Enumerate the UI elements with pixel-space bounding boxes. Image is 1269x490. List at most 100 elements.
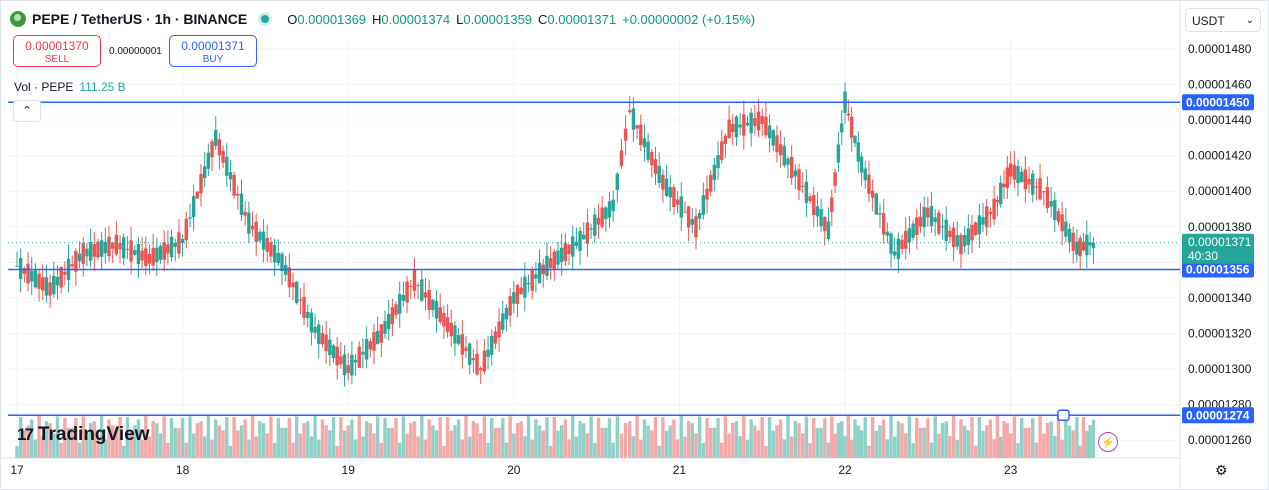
- volume-bar: [44, 421, 49, 458]
- volume-bar: [596, 418, 601, 458]
- candle-body: [911, 223, 915, 238]
- candle-body: [37, 273, 41, 289]
- candle-body: [874, 193, 879, 215]
- candle-body: [375, 330, 380, 344]
- candle-body: [515, 284, 520, 305]
- candle-body: [926, 207, 930, 218]
- volume-bar: [276, 418, 280, 458]
- volume-bar: [683, 436, 687, 458]
- volume-bar: [512, 433, 516, 458]
- candle-body: [933, 217, 937, 222]
- volume-bar: [615, 416, 620, 458]
- volume-bar: [749, 419, 753, 458]
- chevron-up-icon: ⌃: [22, 105, 32, 117]
- candle-body: [731, 123, 735, 133]
- volume-bar: [628, 421, 632, 458]
- volume-bar: [30, 419, 34, 458]
- volume-bar: [1012, 416, 1017, 458]
- candle-body: [970, 224, 974, 241]
- volume-bar: [353, 439, 358, 458]
- volume-bar: [313, 416, 317, 458]
- candle-body: [239, 193, 244, 215]
- volume-bar: [221, 430, 225, 458]
- candle-body: [1060, 214, 1064, 232]
- candle-body: [823, 216, 827, 232]
- volume-bar: [893, 436, 897, 458]
- candle-body: [232, 174, 236, 196]
- level-price-tag: [1182, 261, 1254, 278]
- gear-icon[interactable]: ⚙: [1215, 462, 1228, 478]
- candle-body: [214, 129, 218, 146]
- candle-body: [582, 234, 586, 240]
- volume-bar: [867, 445, 871, 458]
- volume-bar: [456, 419, 461, 458]
- candle-body: [118, 242, 122, 250]
- currency-select[interactable]: USDT ⌄: [1185, 8, 1261, 32]
- volume-bar: [642, 419, 647, 458]
- candle-body: [81, 243, 85, 264]
- volume-bar: [501, 418, 505, 458]
- volume-bar: [849, 439, 854, 458]
- volume-bar: [15, 446, 19, 458]
- volume-bar: [52, 433, 56, 458]
- candle-body: [959, 234, 963, 255]
- candle-body: [782, 145, 787, 166]
- volume-bar: [944, 421, 948, 458]
- volume-bar: [74, 418, 78, 458]
- candle-body: [948, 230, 952, 238]
- collapse-button[interactable]: ⌃: [13, 100, 41, 122]
- volume-bar: [611, 442, 615, 458]
- candle-body: [173, 242, 177, 247]
- candle-body: [675, 199, 680, 205]
- candle-body: [493, 331, 498, 344]
- candle-body: [464, 347, 468, 352]
- candle-body: [166, 244, 170, 254]
- volume-bar: [1005, 423, 1010, 458]
- candle-body: [324, 334, 328, 352]
- candle-body: [600, 207, 604, 227]
- candle-body: [1016, 166, 1020, 184]
- volume-bar: [631, 436, 636, 458]
- volume-bar: [970, 417, 974, 458]
- volume-bar: [18, 417, 23, 458]
- volume-bar: [840, 421, 844, 458]
- volume-bar: [988, 419, 993, 458]
- y-tick-label: 0.00001380: [1188, 220, 1252, 234]
- volume-bar: [199, 421, 203, 458]
- volume-bar: [22, 430, 27, 458]
- lightning-icon[interactable]: ⚡: [1098, 432, 1118, 452]
- volume-bar: [846, 416, 851, 458]
- volume-bar: [280, 427, 284, 458]
- candle-body: [155, 247, 159, 262]
- volume-bar: [379, 442, 384, 458]
- candle-body: [789, 156, 794, 179]
- candle-body: [361, 351, 365, 355]
- candle-body: [563, 243, 568, 261]
- volume-bar: [497, 427, 501, 458]
- volume-bar: [600, 427, 604, 458]
- volume-bar: [664, 430, 669, 458]
- candle-body: [764, 116, 768, 136]
- volume-bar: [653, 417, 658, 458]
- candle-body: [59, 266, 63, 288]
- candle-body: [826, 221, 831, 240]
- volume-bar: [804, 416, 809, 458]
- candle-body: [1053, 200, 1057, 221]
- volume-bar: [556, 430, 560, 458]
- buy-button[interactable]: 0.00001371 BUY: [169, 35, 257, 67]
- volume-bar: [41, 436, 45, 458]
- volume-bar: [690, 423, 695, 458]
- candle-body: [1031, 173, 1035, 195]
- volume-bar: [272, 442, 277, 458]
- symbol-title[interactable]: PEPE / TetherUS · 1h · BINANCE: [32, 11, 248, 27]
- volume-bar: [99, 416, 104, 458]
- volume-bar: [985, 425, 989, 458]
- volume-bar: [467, 436, 472, 458]
- candle-body: [236, 193, 240, 196]
- candle-body: [412, 269, 417, 291]
- candle-body: [486, 349, 490, 357]
- sell-button[interactable]: 0.00001370 SELL: [13, 35, 101, 67]
- candle-body: [478, 368, 483, 371]
- volume-bar: [236, 430, 240, 458]
